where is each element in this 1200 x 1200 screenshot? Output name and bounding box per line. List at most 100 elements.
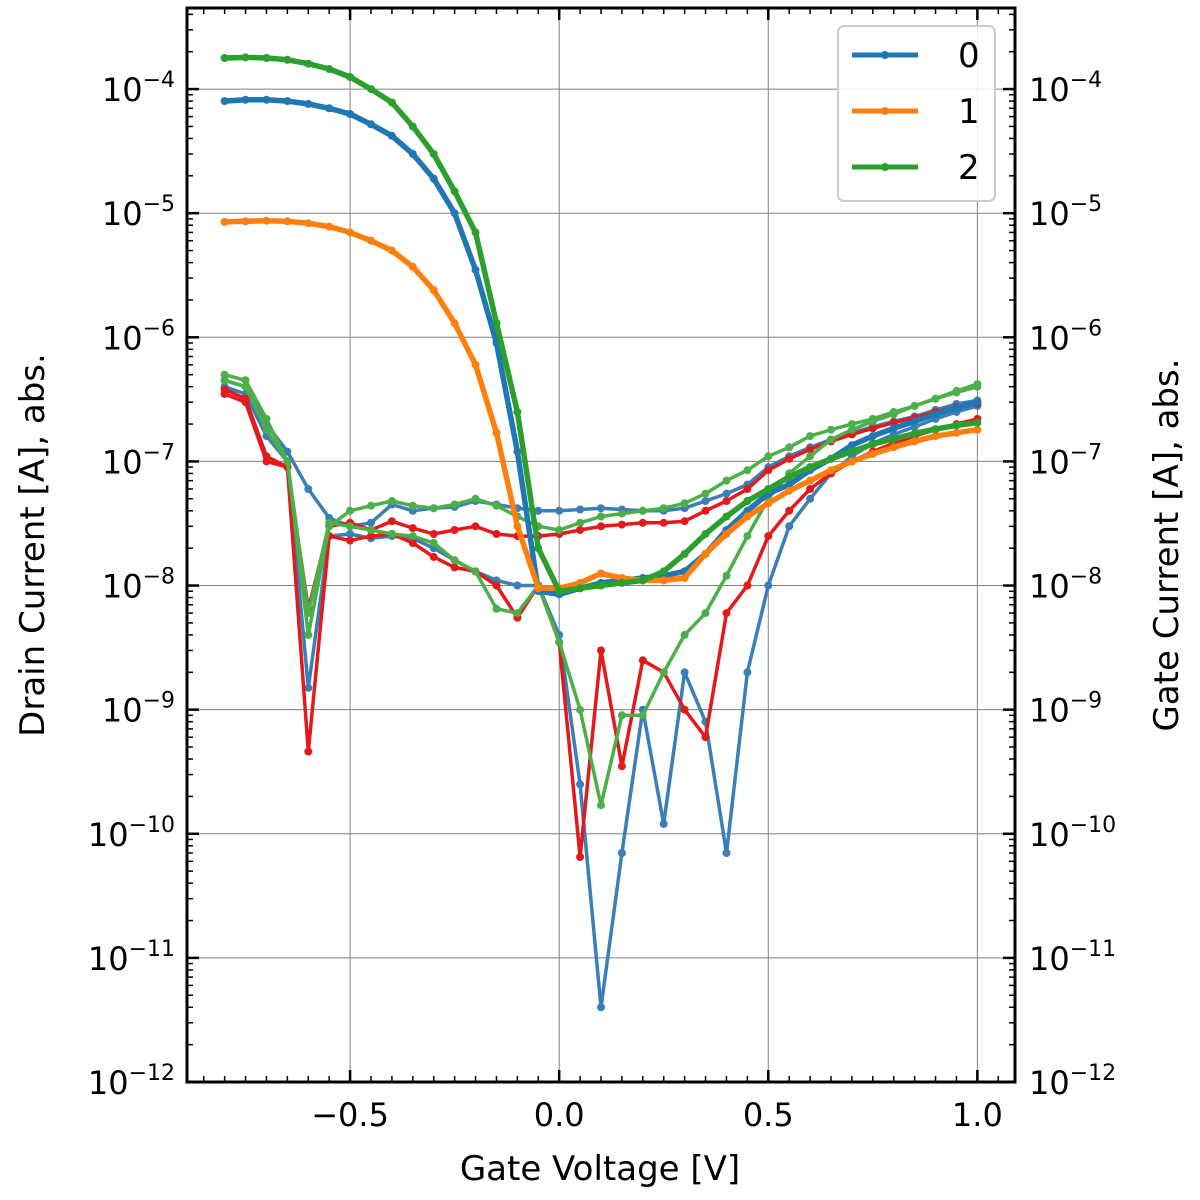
gate-series-3-point	[241, 394, 250, 403]
legend-swatch-marker	[881, 51, 889, 59]
gate-series-5-point	[325, 518, 334, 527]
drain-series-0-point	[220, 97, 229, 106]
gate-series-3-point	[220, 385, 229, 394]
drain-series-1-point	[346, 228, 355, 237]
gate-series-1	[220, 382, 982, 1012]
gate-series-5-point	[847, 425, 856, 434]
legend-label: 0	[958, 36, 980, 76]
drain-series-0-point	[931, 410, 940, 419]
drain-series-0-point	[241, 95, 250, 104]
drain-series-1-point	[241, 217, 250, 226]
drain-series-2	[220, 53, 982, 596]
drain-series-1-point	[492, 428, 501, 437]
drain-series-1-point	[367, 236, 375, 245]
drain-series-2-point	[743, 497, 752, 505]
x-tick-label: 0.5	[743, 1096, 794, 1134]
gate-series-1-point	[680, 668, 689, 677]
gate-series-4-point	[743, 466, 752, 475]
drain-series-0-point	[889, 424, 898, 433]
drain-series-2-point	[806, 463, 815, 472]
gate-series-1-point	[659, 819, 668, 828]
gate-series-3-point	[450, 563, 459, 572]
drain-series-1-point	[680, 574, 689, 582]
gate-series-1-point	[346, 530, 355, 538]
drain-series-2-point	[346, 73, 355, 81]
gate-series-5-point	[576, 705, 585, 714]
y-tick-label-right: 10−9	[1029, 689, 1102, 730]
y-tick-label-left: 10−7	[102, 440, 175, 481]
gate-series-2-point	[785, 454, 794, 463]
gate-series-4-point	[220, 370, 229, 379]
gate-series-4-point	[847, 420, 856, 429]
drain-series-0-point	[346, 110, 355, 118]
gate-series-3-point	[617, 762, 626, 771]
gate-series-4-point	[262, 414, 271, 423]
drain-series-2-point	[387, 98, 396, 107]
legend-swatch-marker	[881, 107, 889, 115]
gate-series-4-point	[450, 500, 459, 509]
gate-series-5-point	[680, 630, 689, 639]
drain-series-1-point	[701, 549, 710, 558]
gate-series-5-point	[220, 376, 229, 385]
gate-series-2-point	[868, 424, 877, 433]
gate-series-5-point	[262, 425, 271, 434]
drain-series-2-point	[471, 228, 480, 237]
gate-series-1-point	[764, 581, 773, 590]
drain-series-0-point	[304, 99, 313, 108]
y-tick-label-left: 10−10	[88, 813, 175, 854]
drain-series-1-point	[513, 522, 522, 531]
drain-series-1-point	[597, 569, 605, 578]
drain-series-0-point	[450, 209, 459, 218]
y-axis-title-left: Drain Current [A], abs.	[13, 353, 53, 737]
y-tick-label-right: 10−8	[1029, 565, 1102, 606]
drain-series-1-line	[221, 217, 981, 592]
drain-series-2-point	[597, 581, 605, 590]
legend-label: 1	[958, 92, 980, 132]
gate-series-5-point	[429, 539, 438, 547]
gate-series-4-point	[701, 489, 710, 498]
y-tick-label-left: 10−4	[102, 68, 175, 109]
y-tick-label-right: 10−7	[1029, 440, 1102, 481]
gate-series-2-point	[701, 506, 710, 515]
gate-series-5-line	[222, 378, 980, 807]
legend-entry: 1	[852, 92, 980, 132]
drain-series-1-point	[931, 432, 940, 441]
drain-series-2-point	[680, 549, 689, 558]
drain-series-2-point	[931, 425, 940, 434]
y-tick-label-left: 10−5	[102, 192, 175, 233]
gate-series-2-point	[471, 522, 480, 531]
gate-series-5-point	[910, 401, 919, 410]
drain-series-1-point	[408, 262, 417, 271]
drain-series-1-point	[283, 217, 292, 226]
gate-series-5-point	[346, 522, 355, 531]
gate-series-5-point	[555, 638, 564, 647]
gate-series-4-point	[617, 509, 626, 518]
y-tick-label-right: 10−4	[1029, 68, 1102, 109]
drain-series-0-point	[262, 95, 271, 104]
drain-series-0-point	[910, 417, 919, 426]
legend: 0 1 2	[837, 25, 996, 202]
gate-series-2-point	[722, 497, 731, 505]
gate-series-5-point	[722, 571, 731, 580]
gate-series-2-point	[638, 518, 647, 527]
drain-series-2-point	[701, 530, 710, 538]
gate-series-1-point	[743, 668, 752, 677]
drain-series-1-point	[659, 576, 668, 585]
y-tick-label-left: 10−12	[88, 1061, 175, 1102]
drain-series-2-point	[952, 421, 961, 430]
gate-series-3-point	[597, 646, 605, 655]
gate-series-2-point	[597, 522, 605, 531]
drain-series-2-point	[847, 447, 856, 456]
gate-series-5-point	[889, 410, 898, 419]
gate-series-5-point	[304, 609, 313, 618]
gate-series-3-point	[764, 532, 773, 541]
gate-series-1-point	[785, 522, 794, 531]
gate-series-1-point	[513, 581, 522, 590]
drain-series-2-point	[868, 440, 877, 449]
drain-series-1-point	[868, 449, 877, 458]
gate-series-0-point	[722, 489, 731, 498]
gate-series-4-point	[638, 506, 647, 515]
gate-series-5-point	[241, 382, 250, 391]
drain-series-0-point	[387, 131, 396, 140]
drain-series-1	[220, 216, 982, 593]
